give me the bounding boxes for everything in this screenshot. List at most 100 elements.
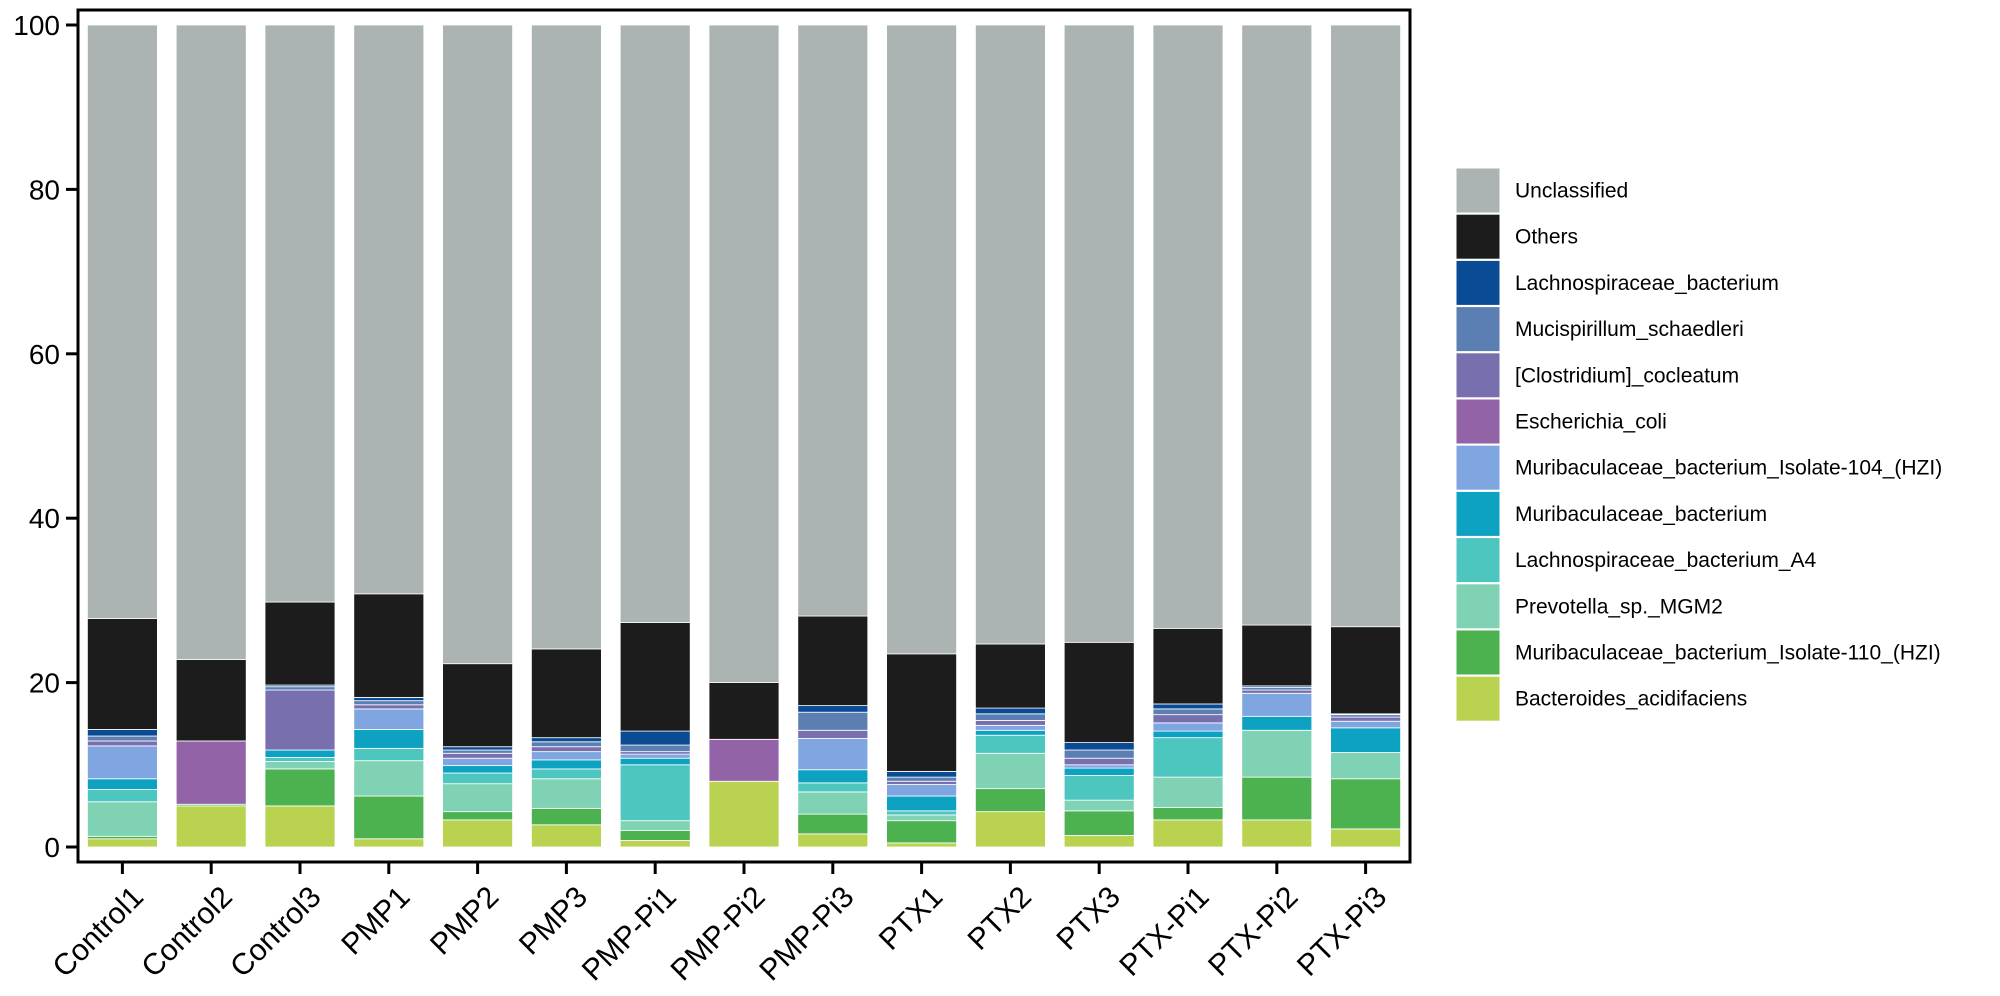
- segment-pmp2-lachnospiraceae-bacterium-a4: [442, 772, 514, 785]
- legend-swatch-clostridium-cocleatum: [1455, 352, 1501, 399]
- segment-ptx3-bacteroides-acidifaciens: [1063, 835, 1135, 848]
- segment-ptx-pi1-mucispirillum-schaedleri: [1152, 708, 1224, 716]
- legend-item-mucispirillum-schaedleri: Mucispirillum_schaedleri: [1455, 306, 1744, 353]
- segment-pmp2-clostridium-cocleatum: [442, 752, 514, 759]
- segment-pmp-pi1-prevotella-sp-mgm2: [619, 820, 691, 831]
- legend-label-muribaculaceae-bacterium: Muribaculaceae_bacterium: [1515, 503, 1767, 526]
- legend-swatch-others: [1455, 213, 1501, 260]
- segment-control1-mucispirillum-schaedleri: [87, 735, 158, 742]
- segment-ptx1-muribaculaceae-bacterium-isolate-110-hzi: [886, 820, 957, 844]
- y-tick-label-40: 40: [29, 503, 60, 534]
- segment-pmp-pi3-lachnospiraceae-bacterium-a4: [797, 782, 869, 793]
- segment-pmp3-clostridium-cocleatum: [531, 746, 602, 753]
- segment-control3-muribaculaceae-bacterium-isolate-110-hzi: [264, 768, 336, 807]
- x-tick-label-ptx-pi2: PTX-Pi2: [1202, 880, 1304, 982]
- legend-swatch-lachnospiraceae-bacterium: [1455, 259, 1501, 306]
- segment-pmp2-muribaculaceae-bacterium-isolate-110-hzi: [442, 811, 514, 821]
- legend-item-others: Others: [1455, 213, 1578, 260]
- segment-ptx-pi1-muribaculaceae-bacterium-isolate-110-hzi: [1152, 807, 1224, 821]
- segment-pmp2-muribaculaceae-bacterium: [442, 765, 514, 774]
- segment-pmp3-others: [531, 648, 602, 739]
- legend-item-bacteroides-acidifaciens: Bacteroides_acidifaciens: [1455, 675, 1747, 722]
- segment-pmp-pi3-unclassified: [797, 24, 869, 617]
- x-tick-label-ptx-pi1: PTX-Pi1: [1113, 880, 1215, 982]
- bar-ptx-pi1: [1152, 24, 1224, 848]
- segment-ptx3-muribaculaceae-bacterium: [1063, 767, 1135, 776]
- segment-pmp-pi1-others: [619, 622, 691, 732]
- x-tick-label-pmp-pi3: PMP-Pi3: [753, 880, 860, 987]
- segment-pmp1-lachnospiraceae-bacterium: [353, 697, 425, 702]
- segment-ptx1-clostridium-cocleatum: [886, 780, 957, 785]
- segment-control3-bacteroides-acidifaciens: [264, 805, 336, 848]
- segment-ptx-pi2-clostridium-cocleatum: [1241, 689, 1313, 694]
- segment-pmp-pi2-others: [708, 682, 780, 740]
- x-tick-label-pmp-pi1: PMP-Pi1: [576, 880, 683, 987]
- bar-control2: [175, 24, 247, 848]
- segment-control1-lachnospiraceae-bacterium-a4: [87, 789, 158, 803]
- segment-ptx3-prevotella-sp-mgm2: [1063, 799, 1135, 812]
- segment-ptx3-unclassified: [1063, 24, 1135, 643]
- segment-control2-escherichia-coli: [175, 740, 247, 805]
- segment-ptx3-lachnospiraceae-bacterium: [1063, 742, 1135, 751]
- segment-pmp-pi1-lachnospiraceae-bacterium: [619, 730, 691, 746]
- legend-label-lachnospiraceae-bacterium-a4: Lachnospiraceae_bacterium_A4: [1515, 549, 1817, 572]
- segment-ptx-pi2-bacteroides-acidifaciens: [1241, 819, 1313, 848]
- segment-ptx-pi3-unclassified: [1330, 24, 1401, 628]
- x-tick-label-ptx2: PTX2: [962, 880, 1038, 956]
- segment-pmp-pi3-muribaculaceae-bacterium: [797, 769, 869, 784]
- segment-control3-prevotella-sp-mgm2: [264, 761, 336, 770]
- segment-pmp2-muribaculaceae-bacterium-isolate-104-hzi: [442, 757, 514, 767]
- segment-ptx-pi3-prevotella-sp-mgm2: [1330, 752, 1401, 780]
- bar-ptx2: [975, 24, 1046, 848]
- segment-ptx3-lachnospiraceae-bacterium-a4: [1063, 775, 1135, 801]
- x-tick-label-pmp3: PMP3: [513, 880, 594, 961]
- segment-ptx1-muribaculaceae-bacterium-isolate-104-hzi: [886, 784, 957, 797]
- segment-pmp1-muribaculaceae-bacterium-isolate-104-hzi: [353, 708, 425, 730]
- segment-ptx-pi3-muribaculaceae-bacterium-isolate-104-hzi: [1330, 720, 1401, 729]
- legend-label-muribaculaceae-bacterium-isolate-104-hzi: Muribaculaceae_bacterium_Isolate-104_(HZ…: [1515, 457, 1942, 480]
- segment-pmp2-others: [442, 663, 514, 748]
- legend-label-escherichia-coli: Escherichia_coli: [1515, 411, 1667, 434]
- segment-control3-muribaculaceae-bacterium: [264, 749, 336, 758]
- legend: Unclassified Others Lachnospiraceae_bacter…: [1455, 167, 1942, 722]
- segment-ptx-pi1-clostridium-cocleatum: [1152, 714, 1224, 724]
- segment-ptx2-muribaculaceae-bacterium-isolate-110-hzi: [975, 788, 1046, 813]
- segment-ptx-pi3-muribaculaceae-bacterium: [1330, 727, 1401, 753]
- segment-pmp-pi1-lachnospiraceae-bacterium-a4: [619, 764, 691, 822]
- segment-pmp1-prevotella-sp-mgm2: [353, 760, 425, 797]
- y-tick-label-100: 100: [13, 10, 60, 41]
- legend-label-unclassified: Unclassified: [1515, 180, 1628, 203]
- legend-swatch-prevotella-sp-mgm2: [1455, 583, 1501, 630]
- segment-ptx3-clostridium-cocleatum: [1063, 757, 1135, 766]
- y-tick-label-20: 20: [29, 668, 60, 699]
- bar-control1: [87, 24, 158, 848]
- legend-item-escherichia-coli: Escherichia_coli: [1455, 398, 1667, 445]
- segment-pmp1-unclassified: [353, 24, 425, 595]
- bar-pmp-pi3: [797, 24, 869, 848]
- x-tick-label-pmp1: PMP1: [335, 880, 416, 961]
- y-tick-label-60: 60: [29, 339, 60, 370]
- segment-control1-others: [87, 618, 158, 730]
- segment-ptx-pi1-muribaculaceae-bacterium-isolate-104-hzi: [1152, 722, 1224, 732]
- legend-label-clostridium-cocleatum: [Clostridium]_cocleatum: [1515, 364, 1739, 387]
- segment-control3-lachnospiraceae-bacterium-a4: [264, 757, 336, 762]
- segment-ptx3-muribaculaceae-bacterium-isolate-104-hzi: [1063, 764, 1135, 769]
- x-tick-label-control1: Control1: [47, 880, 151, 984]
- legend-label-lachnospiraceae-bacterium: Lachnospiraceae_bacterium: [1515, 272, 1779, 295]
- segment-pmp2-unclassified: [442, 24, 514, 665]
- x-tick-label-ptx3: PTX3: [1050, 880, 1126, 956]
- segment-pmp-pi1-muribaculaceae-bacterium-isolate-110-hzi: [619, 830, 691, 841]
- segment-ptx1-muribaculaceae-bacterium: [886, 795, 957, 812]
- segment-ptx2-lachnospiraceae-bacterium: [975, 707, 1046, 715]
- segment-pmp3-muribaculaceae-bacterium-isolate-110-hzi: [531, 807, 602, 826]
- x-tick-label-control3: Control3: [224, 880, 328, 984]
- bar-pmp-pi1: [619, 24, 691, 848]
- segment-pmp-pi1-mucispirillum-schaedleri: [619, 744, 691, 753]
- segment-control1-muribaculaceae-bacterium-isolate-104-hzi: [87, 745, 158, 780]
- segment-pmp1-muribaculaceae-bacterium: [353, 729, 425, 749]
- segment-ptx3-mucispirillum-schaedleri: [1063, 749, 1135, 759]
- bar-ptx1: [886, 24, 957, 848]
- bar-ptx3: [1063, 24, 1135, 848]
- segment-pmp2-prevotella-sp-mgm2: [442, 783, 514, 813]
- segment-control2-others: [175, 659, 247, 742]
